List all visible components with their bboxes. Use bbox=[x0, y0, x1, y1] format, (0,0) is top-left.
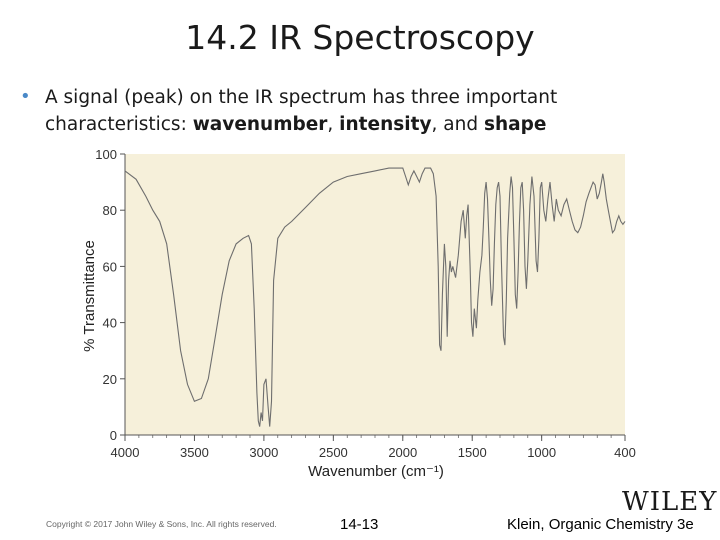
y-tick-label: 60 bbox=[103, 259, 117, 274]
x-axis-label: Wavenumber (cm⁻¹) bbox=[308, 463, 444, 480]
y-tick-label: 20 bbox=[103, 372, 117, 387]
spectrum-line bbox=[124, 167, 626, 427]
x-tick-label: 2000 bbox=[388, 445, 417, 460]
x-tick-label: 4000 bbox=[111, 445, 140, 460]
y-tick-label: 80 bbox=[103, 203, 117, 218]
x-axis: 4000 3500 3000 2500 2000 1500 1000 400 bbox=[111, 434, 636, 460]
y-axis-label: % Transmittance bbox=[81, 240, 98, 352]
x-tick-label: 3500 bbox=[180, 445, 209, 460]
separator-1: , bbox=[327, 114, 340, 135]
book-title: Klein, Organic Chemistry 3e bbox=[507, 516, 694, 533]
x-tick-label: 400 bbox=[614, 445, 636, 460]
y-tick-label: 0 bbox=[110, 428, 117, 443]
x-tick-label: 3000 bbox=[249, 445, 278, 460]
x-tick-label: 2500 bbox=[319, 445, 348, 460]
term-shape: shape bbox=[483, 114, 547, 135]
y-tick-label: 40 bbox=[103, 316, 117, 331]
ir-spectrum-chart: 0 20 40 60 80 100 4000 3500 3000 2500 2000 1500 100… bbox=[81, 147, 636, 480]
x-tick-label: 1000 bbox=[527, 445, 556, 460]
x-tick-label: 1500 bbox=[458, 445, 487, 460]
term-wavenumber: wavenumber bbox=[192, 114, 328, 135]
bullet-text: A signal (peak) on the IR spectrum has t… bbox=[45, 84, 645, 138]
page-number: 14-13 bbox=[340, 516, 379, 533]
term-intensity: intensity bbox=[339, 114, 432, 135]
plot-area bbox=[125, 154, 625, 435]
wiley-logo: WILEY bbox=[622, 487, 718, 517]
y-tick-label: 100 bbox=[95, 147, 117, 162]
y-axis: 0 20 40 60 80 100 bbox=[95, 147, 126, 443]
bullet-prefix: A signal (peak) on the IR spectrum has t… bbox=[45, 87, 558, 135]
copyright-text: Copyright © 2017 John Wiley & Sons, Inc.… bbox=[46, 519, 277, 529]
bullet-marker: • bbox=[20, 86, 31, 107]
separator-2: , and bbox=[431, 114, 484, 135]
slide-title: 14.2 IR Spectroscopy bbox=[185, 18, 535, 57]
